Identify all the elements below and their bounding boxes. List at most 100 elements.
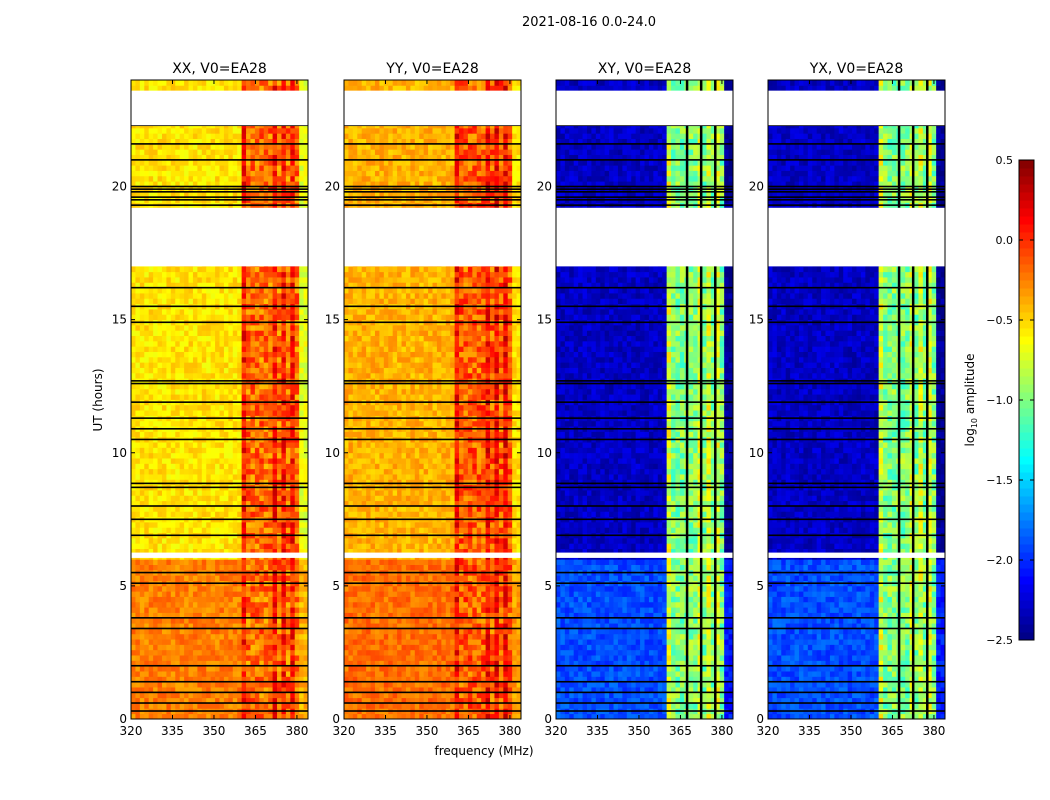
heatmap-cell <box>153 607 158 613</box>
heatmap-cell <box>161 330 167 337</box>
heatmap-cell <box>153 127 158 134</box>
heatmap-cell <box>184 474 189 480</box>
heatmap-cell <box>254 559 260 565</box>
heatmap-cell <box>241 85 247 92</box>
heatmap-cell <box>223 143 229 150</box>
heatmap-cell <box>241 410 247 416</box>
heatmap-cell <box>215 340 220 347</box>
heatmap-cell <box>184 165 189 171</box>
heatmap-cell <box>144 442 150 448</box>
heatmap-cell <box>294 165 300 171</box>
heatmap-cell <box>170 447 176 454</box>
heatmap-cell <box>131 575 136 581</box>
heatmap-cell <box>184 324 189 331</box>
heatmap-cell <box>254 154 260 161</box>
heatmap-cell <box>201 458 207 464</box>
heatmap-cell <box>148 655 154 661</box>
heatmap-cell <box>277 442 282 448</box>
heatmap-cell <box>259 298 265 305</box>
heatmap-cell <box>131 649 136 656</box>
heatmap-cell <box>299 458 304 464</box>
heatmap-cell <box>290 277 296 283</box>
heatmap-cell <box>277 585 282 592</box>
heatmap-cell <box>285 607 291 613</box>
heatmap-cell <box>135 559 141 565</box>
heatmap-cell <box>250 271 256 278</box>
heatmap-cell <box>210 495 216 502</box>
heatmap-cell <box>268 127 274 134</box>
heatmap-cell <box>166 143 172 150</box>
heatmap-cell <box>268 564 274 571</box>
heatmap-cell <box>219 452 225 459</box>
heatmap-cell <box>210 191 216 198</box>
heatmap-cell <box>131 559 136 565</box>
heatmap-cell <box>223 713 229 720</box>
heatmap-cell <box>237 410 243 416</box>
heatmap-cell <box>219 314 225 321</box>
heatmap-cell <box>241 277 247 283</box>
flagged-time-line <box>131 702 308 704</box>
heatmap-cell <box>294 543 300 549</box>
heatmap-cell <box>285 559 291 565</box>
heatmap-cell <box>246 452 251 459</box>
heatmap-cell <box>135 271 141 278</box>
heatmap-cell <box>161 367 167 374</box>
heatmap-cell <box>232 138 238 145</box>
heatmap-cell <box>277 335 282 342</box>
heatmap-cell <box>148 340 154 347</box>
heatmap-cell <box>197 356 203 363</box>
heatmap-cell <box>166 692 172 699</box>
heatmap-cell <box>272 143 278 150</box>
heatmap-cell <box>139 479 145 486</box>
heatmap-cell <box>197 143 203 150</box>
heatmap-cell <box>175 133 181 139</box>
heatmap-cell <box>250 431 256 438</box>
heatmap-cell <box>192 687 198 693</box>
heatmap-cell <box>281 324 287 331</box>
heatmap-cell <box>197 298 203 305</box>
heatmap-cell <box>361 703 367 709</box>
heatmap-cell <box>228 623 234 629</box>
heatmap-cell <box>184 442 189 448</box>
heatmap-cell <box>192 394 198 400</box>
heatmap-cell <box>250 298 256 305</box>
heatmap-cell <box>215 639 220 645</box>
heatmap-cell <box>405 703 411 709</box>
heatmap-cell <box>223 287 229 294</box>
heatmap-cell <box>192 537 198 544</box>
heatmap-cell <box>254 506 260 512</box>
heatmap-cell <box>166 495 172 502</box>
heatmap-cell <box>232 665 238 672</box>
heatmap-cell <box>179 346 185 352</box>
heatmap-cell <box>254 596 260 603</box>
heatmap-cell <box>179 127 185 134</box>
heatmap-cell <box>259 633 265 640</box>
heatmap-cell <box>250 133 256 139</box>
heatmap-cell <box>139 266 145 273</box>
heatmap-cell <box>179 181 185 187</box>
heatmap-cell <box>285 175 291 182</box>
heatmap-cell <box>184 490 189 496</box>
heatmap-cell <box>170 644 176 651</box>
heatmap-cell <box>232 564 238 571</box>
heatmap-cell <box>192 271 198 278</box>
heatmap-cell <box>241 159 247 166</box>
heatmap-cell <box>303 623 309 629</box>
heatmap-cell <box>166 165 172 171</box>
heatmap-cell <box>285 346 291 352</box>
heatmap-cell <box>153 655 158 661</box>
heatmap-cell <box>179 388 185 395</box>
heatmap-cell <box>223 596 229 603</box>
heatmap-cell <box>131 362 136 368</box>
heatmap-cell <box>184 335 189 342</box>
heatmap-cell <box>285 463 291 470</box>
heatmap-cell <box>303 697 309 704</box>
heatmap-cell <box>250 282 256 289</box>
heatmap-cell <box>215 351 220 358</box>
heatmap-cell <box>241 660 247 667</box>
heatmap-cell <box>277 564 282 571</box>
heatmap-cell <box>166 340 172 347</box>
heatmap-cell <box>246 617 251 624</box>
flagged-time-line <box>131 143 308 145</box>
heatmap-cell <box>139 474 145 480</box>
